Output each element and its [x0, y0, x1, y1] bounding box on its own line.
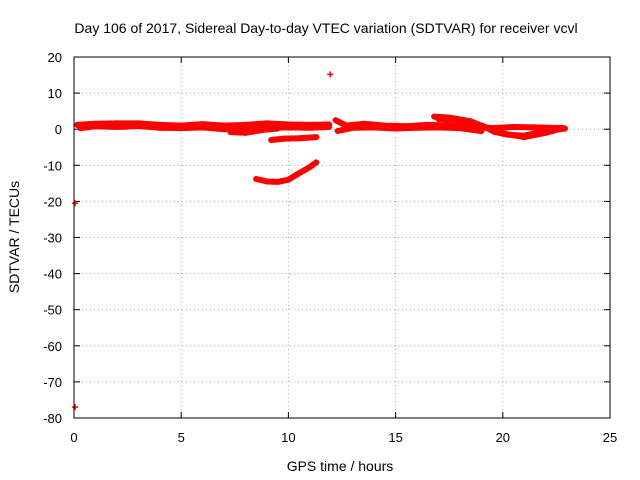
data-point [332, 117, 339, 124]
x-tick-label: 5 [178, 430, 185, 445]
data-point [478, 122, 485, 129]
data-point [268, 137, 275, 144]
data-point [327, 71, 334, 78]
data-point [274, 178, 281, 185]
data-track [334, 124, 485, 134]
y-tick-label: -40 [43, 267, 62, 282]
data-point [456, 117, 463, 124]
y-tick-label: -60 [43, 339, 62, 354]
data-point [263, 178, 270, 185]
y-tick-label: -20 [43, 194, 62, 209]
data-point [281, 135, 288, 142]
data-point [326, 124, 333, 131]
data-point [456, 125, 463, 132]
data-point [221, 126, 228, 133]
data-point [135, 122, 142, 129]
data-point [349, 124, 356, 131]
data-point [92, 123, 99, 130]
data-point [542, 129, 549, 136]
data-point [510, 124, 517, 131]
y-tick-label: -70 [43, 375, 62, 390]
data-point [531, 124, 538, 131]
x-tick-label: 15 [388, 430, 402, 445]
data-point [285, 124, 292, 131]
data-point [253, 176, 260, 183]
y-tick-label: -30 [43, 231, 62, 246]
y-tick-label: -50 [43, 303, 62, 318]
data-point [306, 164, 313, 171]
data-point [285, 176, 292, 183]
data-point [77, 125, 84, 132]
tick-labels: 0 5 10 15 20 25 20 10 0 -10 -20 -30 -40 -50 -60 -70 -80 [43, 50, 617, 445]
data-point [306, 124, 313, 131]
data-point [555, 126, 562, 133]
data-point [113, 124, 120, 131]
data-marks [72, 71, 568, 411]
data-point [296, 135, 303, 142]
data-point [521, 134, 528, 141]
data-point [313, 134, 320, 141]
y-tick-label: 0 [55, 122, 62, 137]
data-point [74, 121, 81, 128]
data-point [414, 124, 421, 131]
data-point [156, 124, 163, 131]
y-tick-label: 20 [48, 50, 62, 65]
data-point [392, 125, 399, 132]
y-axis-label: SDTVAR / TECUs [6, 181, 22, 293]
data-track [227, 125, 281, 136]
data-point [561, 125, 568, 132]
data-point [431, 113, 438, 120]
x-tick-label: 20 [496, 430, 510, 445]
data-point [72, 404, 79, 411]
x-tick-label: 10 [281, 430, 295, 445]
data-point [435, 116, 442, 123]
data-point [296, 170, 303, 177]
data-track [268, 134, 320, 143]
data-point [313, 159, 320, 166]
x-axis-label: GPS time / hours [287, 458, 394, 474]
plot-frame [73, 56, 611, 419]
y-tick-label: -80 [43, 411, 62, 426]
data-point [274, 125, 281, 132]
chart-title: Day 106 of 2017, Sidereal Day-to-day VTE… [74, 20, 577, 36]
data-point [178, 125, 185, 132]
data-point [227, 129, 234, 136]
data-point [371, 124, 378, 131]
data-point [242, 129, 249, 136]
x-tick-label: 0 [70, 430, 77, 445]
data-point [199, 124, 206, 131]
y-tick-label: -10 [43, 158, 62, 173]
data-point [259, 126, 266, 133]
data-point [334, 128, 341, 135]
data-point [478, 128, 485, 135]
data-point [72, 200, 79, 207]
data-point [499, 130, 506, 137]
data-point [435, 124, 442, 131]
x-tick-label: 25 [603, 430, 617, 445]
y-tick-label: 10 [48, 86, 62, 101]
